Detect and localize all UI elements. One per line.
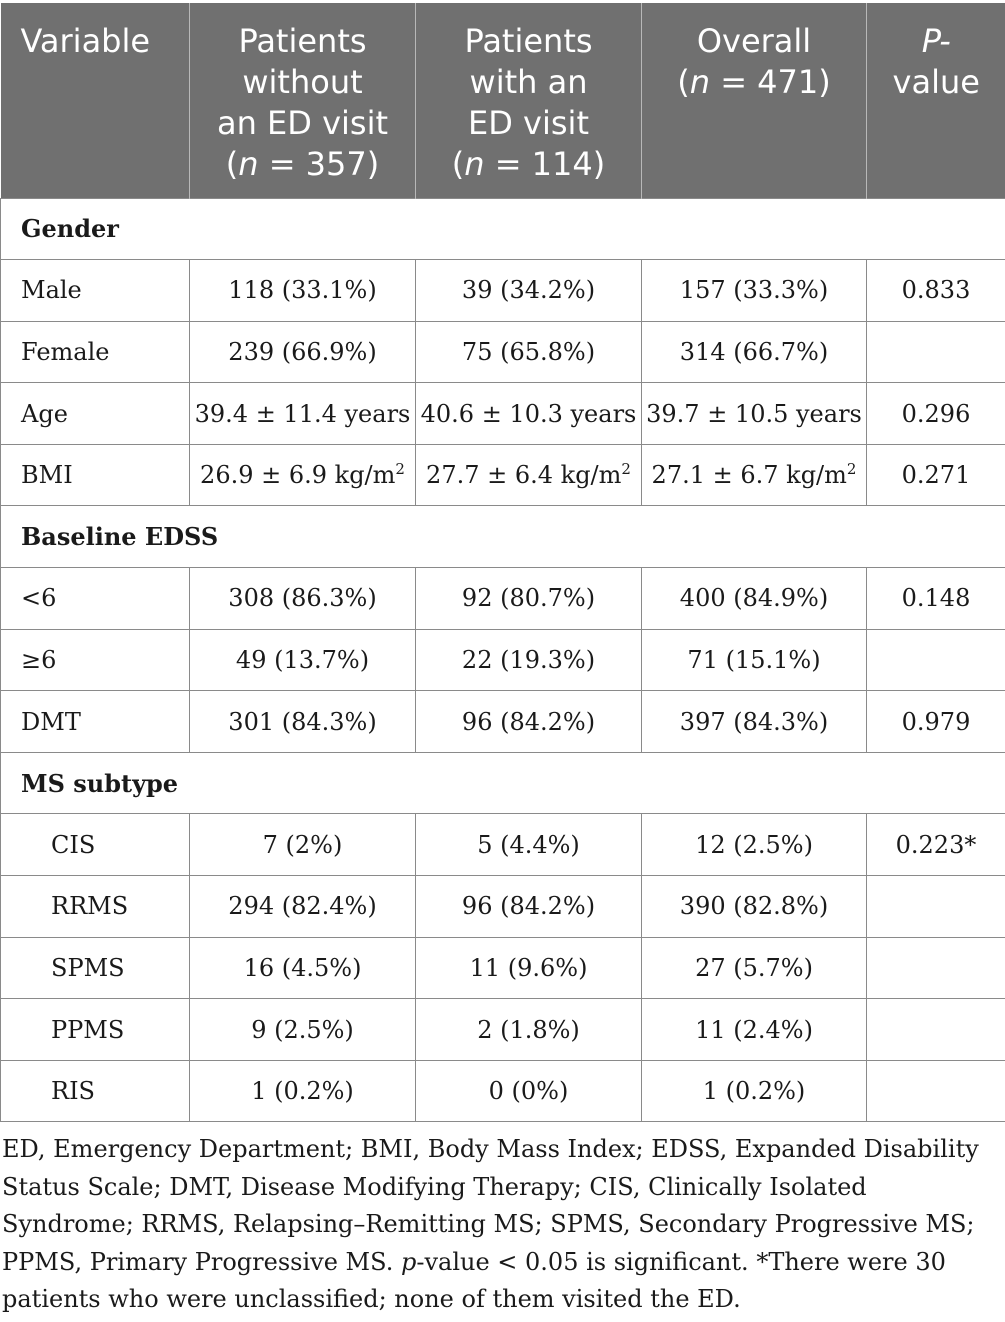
cell-p-value: 0.833 [866, 259, 1005, 322]
row-label: Female [0, 320, 190, 384]
cell-p-value: 0.223* [866, 813, 1005, 877]
row-label: BMI [0, 443, 190, 507]
cell-with-ed: 0 (0%) [415, 1059, 642, 1123]
header-variable: Variable [0, 3, 190, 198]
section-baseline-edss: Baseline EDSS [0, 505, 1005, 569]
table-footnote: ED, Emergency Department; BMI, Body Mass… [2, 1135, 979, 1314]
cell-with-ed: 2 (1.8%) [415, 998, 642, 1061]
cell-overall: 12 (2.5%) [641, 813, 867, 877]
cell-without-ed: 239 (66.9%) [189, 320, 416, 384]
row-label: Age [0, 382, 190, 445]
cell-p-value [866, 1059, 1005, 1123]
cell-p-value [866, 936, 1005, 1000]
cell-p-value: 0.296 [866, 382, 1005, 445]
cell-p-value [866, 628, 1005, 692]
patient-characteristics-table: Variable Patients without an ED visit (n… [0, 3, 1005, 1123]
cell-without-ed: 26.9 ± 6.9 kg/m2 [189, 443, 416, 507]
table-row: RIS 1 (0.2%) 0 (0%) 1 (0.2%) [0, 1059, 1005, 1123]
cell-with-ed: 40.6 ± 10.3 years [415, 382, 642, 445]
cell-p-value: 0.271 [866, 443, 1005, 507]
row-label: CIS [0, 813, 190, 877]
cell-p-value [866, 998, 1005, 1061]
cell-overall: 27 (5.7%) [641, 936, 867, 1000]
cell-with-ed: 96 (84.2%) [415, 690, 642, 753]
cell-overall: 39.7 ± 10.5 years [641, 382, 867, 445]
section-gender: Gender [0, 197, 1005, 261]
header-overall: Overall (n = 471) [641, 3, 867, 198]
cell-with-ed: 11 (9.6%) [415, 936, 642, 1000]
cell-overall: 11 (2.4%) [641, 998, 867, 1061]
row-label: DMT [0, 690, 190, 753]
cell-without-ed: 1 (0.2%) [189, 1059, 416, 1123]
cell-p-value: 0.148 [866, 567, 1005, 630]
table-row: Male 118 (33.1%) 39 (34.2%) 157 (33.3%) … [0, 259, 1005, 322]
cell-with-ed: 5 (4.4%) [415, 813, 642, 877]
table-row: <6 308 (86.3%) 92 (80.7%) 400 (84.9%) 0.… [0, 567, 1005, 630]
cell-without-ed: 7 (2%) [189, 813, 416, 877]
table-body: Gender Male 118 (33.1%) 39 (34.2%) 157 (… [0, 197, 1005, 1123]
table-row: RRMS 294 (82.4%) 96 (84.2%) 390 (82.8%) [0, 875, 1005, 938]
cell-without-ed: 9 (2.5%) [189, 998, 416, 1061]
table-row: SPMS 16 (4.5%) 11 (9.6%) 27 (5.7%) [0, 936, 1005, 1000]
row-label: ≥6 [0, 628, 190, 692]
cell-with-ed: 27.7 ± 6.4 kg/m2 [415, 443, 642, 507]
cell-with-ed: 92 (80.7%) [415, 567, 642, 630]
row-label: RRMS [0, 875, 190, 938]
cell-overall: 1 (0.2%) [641, 1059, 867, 1123]
cell-overall: 314 (66.7%) [641, 320, 867, 384]
cell-overall: 397 (84.3%) [641, 690, 867, 753]
cell-with-ed: 75 (65.8%) [415, 320, 642, 384]
cell-without-ed: 39.4 ± 11.4 years [189, 382, 416, 445]
table-row: ≥6 49 (13.7%) 22 (19.3%) 71 (15.1%) [0, 628, 1005, 692]
cell-without-ed: 118 (33.1%) [189, 259, 416, 322]
cell-with-ed: 22 (19.3%) [415, 628, 642, 692]
section-label: Gender [0, 197, 1005, 261]
row-label: PPMS [0, 998, 190, 1061]
cell-without-ed: 301 (84.3%) [189, 690, 416, 753]
table-row: CIS 7 (2%) 5 (4.4%) 12 (2.5%) 0.223* [0, 813, 1005, 877]
cell-p-value: 0.979 [866, 690, 1005, 753]
row-label: RIS [0, 1059, 190, 1123]
cell-overall: 400 (84.9%) [641, 567, 867, 630]
section-label: Baseline EDSS [0, 505, 1005, 569]
cell-overall: 71 (15.1%) [641, 628, 867, 692]
table-row: Age 39.4 ± 11.4 years 40.6 ± 10.3 years … [0, 382, 1005, 445]
cell-p-value [866, 320, 1005, 384]
cell-with-ed: 96 (84.2%) [415, 875, 642, 938]
table-row: PPMS 9 (2.5%) 2 (1.8%) 11 (2.4%) [0, 998, 1005, 1061]
cell-p-value [866, 875, 1005, 938]
section-label: MS subtype [0, 751, 1005, 815]
row-label: SPMS [0, 936, 190, 1000]
cell-with-ed: 39 (34.2%) [415, 259, 642, 322]
table-row: Female 239 (66.9%) 75 (65.8%) 314 (66.7%… [0, 320, 1005, 384]
table-row: DMT 301 (84.3%) 96 (84.2%) 397 (84.3%) 0… [0, 690, 1005, 753]
row-label: Male [0, 259, 190, 322]
header-p-value: P- value [866, 3, 1005, 198]
table-header: Variable Patients without an ED visit (n… [0, 3, 1005, 198]
cell-without-ed: 294 (82.4%) [189, 875, 416, 938]
section-ms-subtype: MS subtype [0, 751, 1005, 815]
row-label: <6 [0, 567, 190, 630]
cell-overall: 27.1 ± 6.7 kg/m2 [641, 443, 867, 507]
table-row: BMI 26.9 ± 6.9 kg/m2 27.7 ± 6.4 kg/m2 27… [0, 443, 1005, 507]
header-with-ed: Patients with an ED visit (n = 114) [415, 3, 642, 198]
cell-without-ed: 308 (86.3%) [189, 567, 416, 630]
header-without-ed: Patients without an ED visit (n = 357) [189, 3, 416, 198]
cell-overall: 390 (82.8%) [641, 875, 867, 938]
cell-without-ed: 16 (4.5%) [189, 936, 416, 1000]
cell-overall: 157 (33.3%) [641, 259, 867, 322]
cell-without-ed: 49 (13.7%) [189, 628, 416, 692]
